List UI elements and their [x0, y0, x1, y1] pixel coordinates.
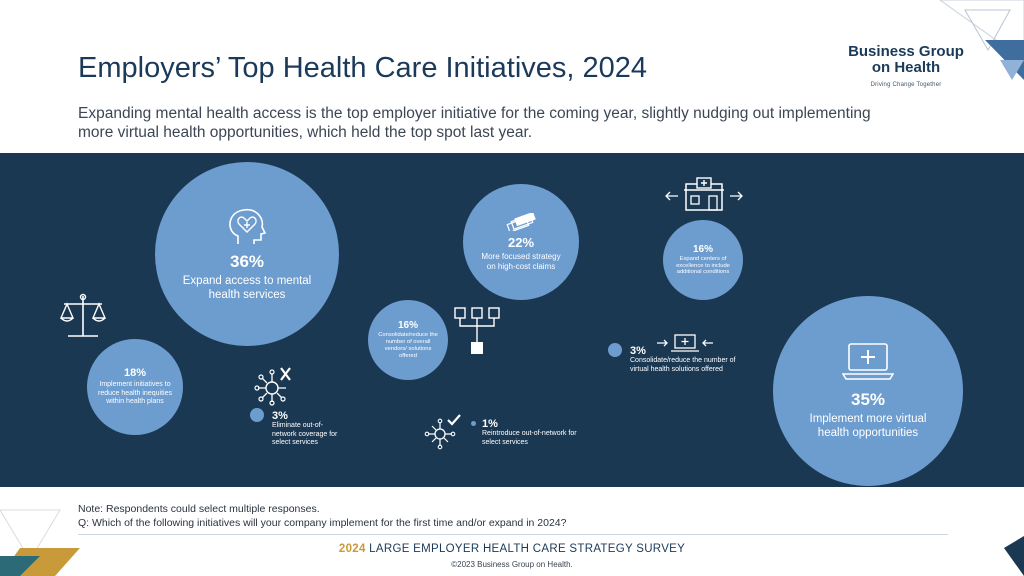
bubble-value: 36%	[229, 251, 265, 271]
label-reintroduce-out-of-network: 1% Reintroduce out-of-network for select…	[482, 418, 592, 447]
logo-tagline: Driving Change Together	[870, 82, 942, 88]
dot-consolidate-virtual	[608, 343, 622, 357]
label-eliminate-out-of-network: 3% Eliminate out-of-network coverage for…	[272, 410, 362, 448]
bubble-label: Consolidate/reduce the number of overall…	[378, 332, 438, 359]
head-heart-icon	[229, 208, 267, 244]
bubble-label: Implement more virtual health opportunit…	[809, 412, 927, 439]
question-text: Q: Which of the following initiatives wi…	[78, 517, 567, 529]
bubble-label: Expand access to mental health services	[182, 274, 312, 301]
bubble-label: More focused strategy on high-cost claim…	[481, 251, 561, 271]
survey-name: LARGE EMPLOYER HEALTH CARE STRATEGY SURV…	[369, 543, 686, 555]
bubble-value: 35%	[850, 389, 886, 409]
footer-divider	[78, 534, 948, 535]
dot-eliminate-out-of-network	[250, 408, 264, 422]
footnote: Note: Respondents could select multiple …	[78, 502, 566, 530]
page-title: Employers’ Top Health Care Initiatives, …	[78, 52, 648, 84]
copyright: ©2023 Business Group on Health.	[451, 560, 573, 569]
survey-title: 2024 LARGE EMPLOYER HEALTH CARE STRATEGY…	[0, 543, 1024, 555]
laptop-medical-icon	[842, 342, 894, 380]
business-group-logo: Business Group on Health Driving Change …	[846, 43, 966, 89]
survey-year: 2024	[338, 543, 366, 555]
money-stack-icon	[506, 212, 536, 231]
logo-line2: on Health	[871, 59, 941, 76]
bubble-virtual-health: 35% Implement more virtual health opport…	[773, 296, 963, 486]
org-chart-icon	[454, 307, 500, 354]
page-subtitle: Expanding mental health access is the to…	[78, 105, 871, 141]
note-text: Note: Respondents could select multiple …	[78, 503, 320, 515]
bubble-centers-of-excellence: 16% Expand centers of excellence to incl…	[663, 220, 743, 300]
scales-icon	[59, 293, 107, 337]
bubble-value: 22%	[507, 234, 535, 250]
network-x-icon	[254, 367, 291, 406]
label-consolidate-virtual: 3% Consolidate/reduce the number of virt…	[630, 345, 740, 374]
small-label: Consolidate/reduce the number of virtual…	[630, 357, 736, 373]
small-value: 3%	[272, 410, 288, 422]
bubble-label: Expand centers of excellence to include …	[676, 255, 730, 276]
small-value: 1%	[482, 418, 498, 430]
bubble-health-inequities: 18% Implement initiatives to reduce heal…	[87, 339, 183, 435]
bubble-value: 16%	[397, 320, 418, 332]
small-label: Reintroduce out-of-network for select se…	[482, 430, 577, 446]
bubble-value: 18%	[123, 367, 147, 380]
bubble-label: Implement initiatives to reduce health i…	[98, 381, 172, 406]
bubble-mental-health: 36% Expand access to mental health servi…	[155, 162, 339, 346]
clinic-arrows-icon	[665, 177, 743, 211]
bubble-consolidate-vendors: 16% Consolidate/reduce the number of ove…	[368, 300, 448, 380]
small-label: Eliminate out-of-network coverage for se…	[272, 422, 338, 446]
network-check-icon	[424, 414, 461, 450]
bubble-value: 16%	[692, 243, 713, 255]
laptop-arrows-icon	[657, 334, 713, 352]
dot-reintroduce-out-of-network	[471, 421, 476, 426]
bubble-high-cost-claims: 22% More focused strategy on high-cost c…	[463, 184, 579, 300]
small-value: 3%	[630, 345, 646, 357]
logo-line1: Business Group	[848, 43, 964, 60]
